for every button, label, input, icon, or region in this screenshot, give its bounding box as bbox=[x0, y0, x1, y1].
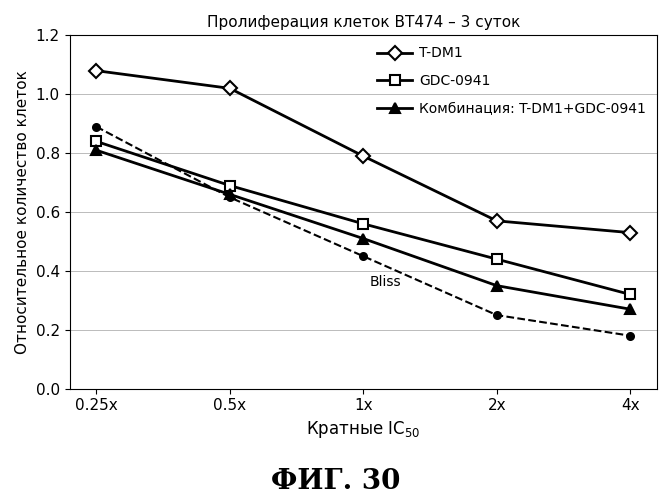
X-axis label: Кратные IC$_{50}$: Кратные IC$_{50}$ bbox=[306, 419, 421, 440]
Legend: T-DM1, GDC-0941, Комбинация: T-DM1+GDC-0941: T-DM1, GDC-0941, Комбинация: T-DM1+GDC-0… bbox=[373, 42, 650, 120]
Y-axis label: Относительное количество клеток: Относительное количество клеток bbox=[15, 70, 30, 354]
Text: ФИГ. 30: ФИГ. 30 bbox=[271, 468, 401, 495]
Text: Bliss: Bliss bbox=[370, 276, 402, 289]
Title: Пролиферация клеток BT474 – 3 суток: Пролиферация клеток BT474 – 3 суток bbox=[206, 15, 520, 30]
